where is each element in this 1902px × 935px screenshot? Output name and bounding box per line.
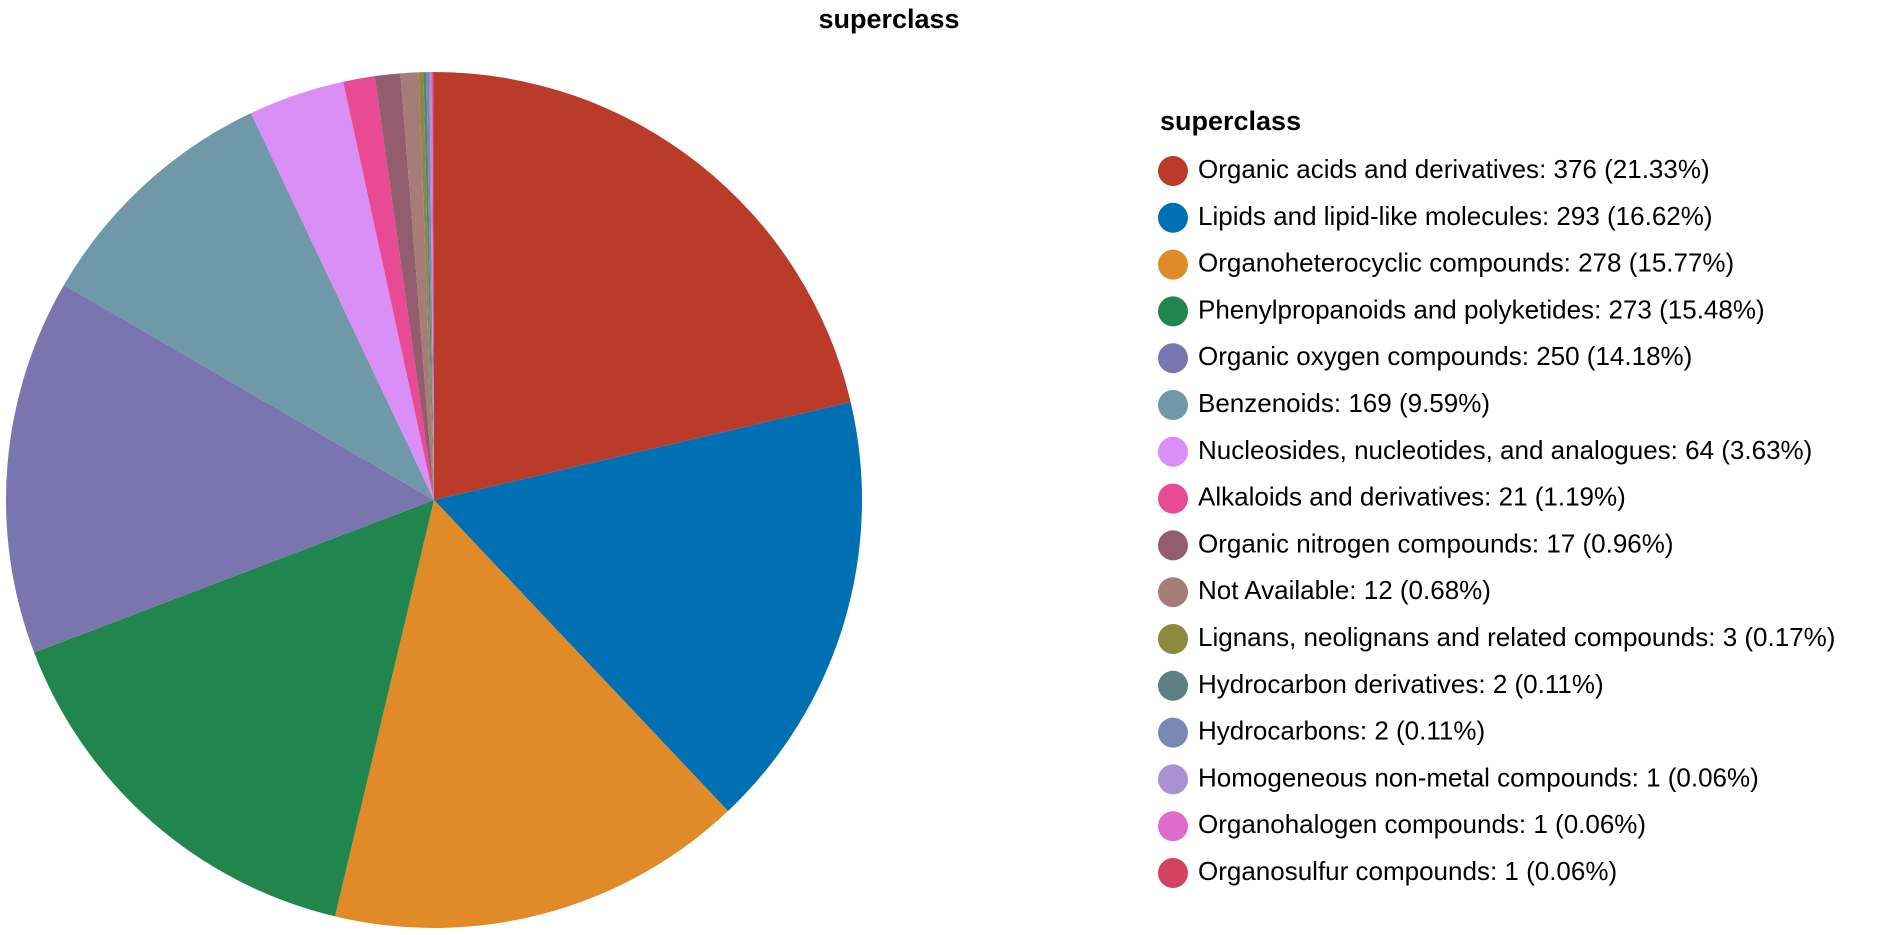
legend-category: Organic acids and derivatives bbox=[1198, 154, 1539, 184]
legend-value: 376 (21.33%) bbox=[1554, 154, 1710, 184]
legend-separator: : bbox=[1632, 762, 1646, 792]
pie-slice bbox=[334, 500, 729, 928]
legend-swatch bbox=[1158, 670, 1188, 701]
legend-separator: : bbox=[1522, 341, 1536, 371]
legend-separator: : bbox=[1484, 481, 1498, 511]
legend-category: Lignans, neolignans and related compound… bbox=[1198, 622, 1708, 652]
legend-value: 169 (9.59%) bbox=[1348, 388, 1490, 418]
pie-slice bbox=[34, 500, 434, 917]
pie-slice bbox=[400, 72, 434, 500]
legend-label: Benzenoids: 169 (9.59%) bbox=[1198, 388, 1490, 418]
legend-label: Hydrocarbon derivatives: 2 (0.11%) bbox=[1198, 669, 1604, 699]
legend-separator: : bbox=[1594, 294, 1608, 324]
pie-slice bbox=[423, 72, 434, 500]
legend-separator: : bbox=[1519, 809, 1533, 839]
pie-slice bbox=[434, 402, 863, 812]
legend-separator: : bbox=[1349, 575, 1363, 605]
legend-label: Organic acids and derivatives: 376 (21.3… bbox=[1198, 154, 1710, 184]
legend-value: 273 (15.48%) bbox=[1609, 294, 1765, 324]
legend-category: Organosulfur compounds bbox=[1198, 856, 1490, 886]
pie-slice bbox=[432, 72, 434, 500]
legend-swatch bbox=[1158, 811, 1188, 842]
legend-swatch bbox=[1158, 249, 1188, 280]
legend-swatch bbox=[1158, 530, 1188, 561]
legend-label: Organic oxygen compounds: 250 (14.18%) bbox=[1198, 341, 1692, 371]
legend-value: 1 (0.06%) bbox=[1646, 762, 1759, 792]
legend-separator: : bbox=[1478, 669, 1492, 699]
legend-swatch bbox=[1158, 483, 1188, 514]
legend-category: Hydrocarbons bbox=[1198, 715, 1360, 745]
legend-label: Organosulfur compounds: 1 (0.06%) bbox=[1198, 856, 1617, 886]
legend-value: 250 (14.18%) bbox=[1536, 341, 1692, 371]
legend-category: Benzenoids bbox=[1198, 388, 1334, 418]
legend-separator: : bbox=[1360, 715, 1374, 745]
pie-slice bbox=[418, 72, 434, 500]
legend-value: 17 (0.96%) bbox=[1546, 528, 1673, 558]
legend-category: Phenylpropanoids and polyketides bbox=[1198, 294, 1594, 324]
legend-value: 21 (1.19%) bbox=[1499, 481, 1626, 511]
legend-category: Organic oxygen compounds bbox=[1198, 341, 1522, 371]
legend-separator: : bbox=[1564, 247, 1578, 277]
legend-value: 2 (0.11%) bbox=[1374, 715, 1485, 745]
legend-label: Homogeneous non-metal compounds: 1 (0.06… bbox=[1198, 762, 1759, 792]
legend-label: Nucleosides, nucleotides, and analogues:… bbox=[1198, 435, 1812, 465]
pie-slice bbox=[426, 72, 434, 500]
pie-slice bbox=[5, 284, 434, 653]
legend-swatch bbox=[1158, 717, 1188, 748]
legend-label: Organic nitrogen compounds: 17 (0.96%) bbox=[1198, 528, 1674, 558]
legend-value: 3 (0.17%) bbox=[1723, 622, 1836, 652]
legend-label: Phenylpropanoids and polyketides: 273 (1… bbox=[1198, 294, 1765, 324]
legend-swatch bbox=[1158, 156, 1188, 186]
legend-category: Not Available bbox=[1198, 575, 1349, 605]
legend-category: Organic nitrogen compounds bbox=[1198, 528, 1532, 558]
legend-label: Hydrocarbons: 2 (0.11%) bbox=[1198, 715, 1485, 745]
legend-value: 278 (15.77%) bbox=[1578, 247, 1734, 277]
legend-label: Alkaloids and derivatives: 21 (1.19%) bbox=[1198, 481, 1626, 511]
legend-value: 1 (0.06%) bbox=[1504, 856, 1617, 886]
legend-value: 1 (0.06%) bbox=[1533, 809, 1646, 839]
legend-swatch bbox=[1158, 624, 1188, 654]
legend-label: Organoheterocyclic compounds: 278 (15.77… bbox=[1198, 247, 1734, 277]
legend-title: superclass bbox=[1160, 106, 1301, 136]
legend-separator: : bbox=[1532, 528, 1546, 558]
legend-separator: : bbox=[1542, 201, 1556, 231]
legend-value: 12 (0.68%) bbox=[1364, 575, 1491, 605]
legend-label: Organohalogen compounds: 1 (0.06%) bbox=[1198, 809, 1646, 839]
pie-slice bbox=[374, 73, 434, 501]
legend-swatch bbox=[1158, 577, 1188, 608]
legend-category: Homogeneous non-metal compounds bbox=[1198, 762, 1632, 792]
pie-slice bbox=[434, 72, 851, 500]
legend-category: Organohalogen compounds bbox=[1198, 809, 1519, 839]
legend-swatch bbox=[1158, 343, 1188, 374]
legend-swatch bbox=[1158, 390, 1188, 420]
legend-swatch bbox=[1158, 202, 1188, 233]
legend-swatch bbox=[1158, 764, 1188, 795]
legend-swatch bbox=[1158, 436, 1188, 467]
legend-value: 2 (0.11%) bbox=[1493, 669, 1604, 699]
legend-category: Lipids and lipid-like molecules bbox=[1198, 201, 1542, 231]
legend-swatch bbox=[1158, 858, 1188, 888]
pie-slice bbox=[250, 81, 434, 500]
legend-label: Lignans, neolignans and related compound… bbox=[1198, 622, 1835, 652]
legend-separator: : bbox=[1671, 435, 1685, 465]
legend-swatch bbox=[1158, 296, 1188, 327]
legend-category: Organoheterocyclic compounds bbox=[1198, 247, 1564, 277]
chart-title: superclass bbox=[818, 4, 959, 34]
pie-slice bbox=[430, 72, 434, 500]
legend-value: 64 (3.63%) bbox=[1685, 435, 1812, 465]
legend-separator: : bbox=[1539, 154, 1553, 184]
legend-separator: : bbox=[1334, 388, 1348, 418]
pie-slice bbox=[429, 72, 434, 501]
legend-label: Not Available: 12 (0.68%) bbox=[1198, 575, 1491, 605]
pie-slice bbox=[63, 113, 434, 500]
legend-separator: : bbox=[1708, 622, 1722, 652]
legend-category: Alkaloids and derivatives bbox=[1198, 481, 1484, 511]
legend-separator: : bbox=[1490, 856, 1504, 886]
legend-label: Lipids and lipid-like molecules: 293 (16… bbox=[1198, 201, 1713, 231]
pie-slice bbox=[343, 76, 434, 500]
legend-category: Nucleosides, nucleotides, and analogues bbox=[1198, 435, 1671, 465]
legend-category: Hydrocarbon derivatives bbox=[1198, 669, 1478, 699]
legend-value: 293 (16.62%) bbox=[1556, 201, 1712, 231]
